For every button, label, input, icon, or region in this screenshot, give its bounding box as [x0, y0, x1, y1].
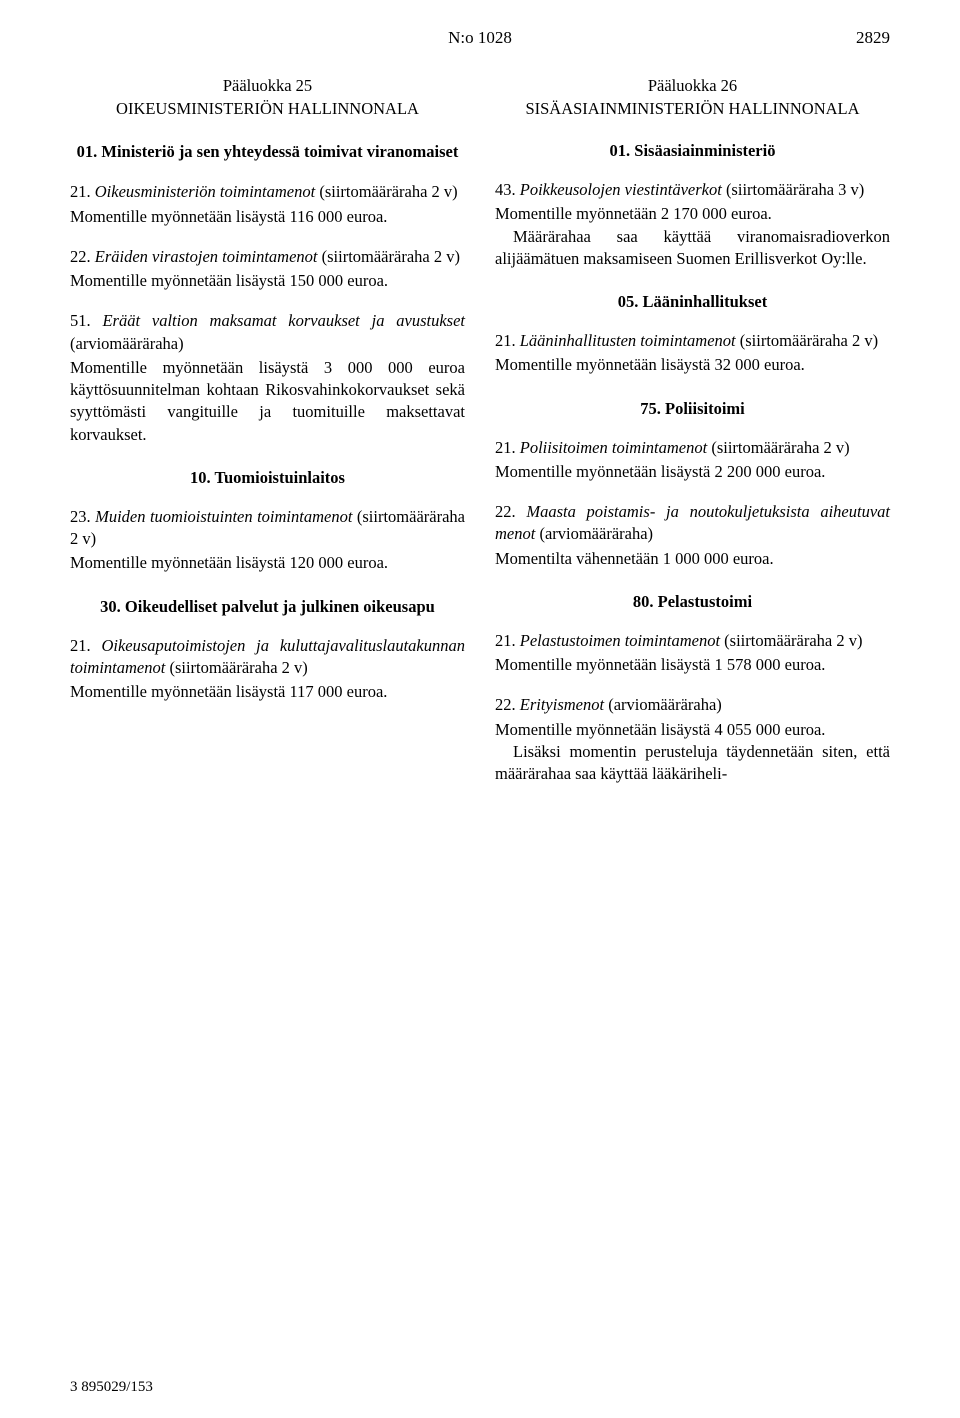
item-22-title: 22. Eräiden virastojen toimintamenot (si… — [70, 246, 465, 268]
item-51-title: 51. Eräät valtion maksamat korvaukset ja… — [70, 310, 465, 355]
item-21-title: 21. Oikeusministeriön toimintamenot (sii… — [70, 181, 465, 203]
chapter-heading-r05: 05. Lääninhallitukset — [495, 292, 890, 312]
chapter-heading-30: 30. Oikeudelliset palvelut ja julkinen o… — [70, 597, 465, 617]
item-r75-21-body: Momentille myönnetään lisäystä 2 200 000… — [495, 461, 890, 483]
item-r05-21-body: Momentille myönnetään lisäystä 32 000 eu… — [495, 354, 890, 376]
chapter-heading-r80: 80. Pelastustoimi — [495, 592, 890, 612]
footer-signature: 3 895029/153 — [70, 1379, 153, 1396]
item-r05-21-title: 21. Lääninhallitusten toimintamenot (sii… — [495, 330, 890, 352]
right-column: Pääluokka 26 SISÄASIAINMINISTERIÖN HALLI… — [495, 76, 890, 790]
main-class-number-left: Pääluokka 25 — [70, 76, 465, 96]
item-r80-22-title: 22. Erityismenot (arviomääräraha) — [495, 694, 890, 716]
item-r80-22-body1: Momentille myönnetään lisäystä 4 055 000… — [495, 719, 890, 741]
item-r75-22-title: 22. Maasta poistamis- ja noutokuljetuksi… — [495, 501, 890, 546]
item-10-23-body: Momentille myönnetään lisäystä 120 000 e… — [70, 552, 465, 574]
page-number: 2829 — [856, 28, 890, 48]
main-class-title-right: SISÄASIAINMINISTERIÖN HALLINNONALA — [495, 99, 890, 119]
item-r43-body1: Momentille myönnetään 2 170 000 euroa. — [495, 203, 890, 225]
item-r80-22-body2: Lisäksi momentin perusteluja täydennetää… — [495, 741, 890, 786]
item-r43-title: 43. Poikkeusolojen viestintäverkot (siir… — [495, 179, 890, 201]
item-30-21-title: 21. Oikeusaputoimistojen ja kuluttajaval… — [70, 635, 465, 680]
item-r43-body2: Määrärahaa saa käyttää viranomaisradiove… — [495, 226, 890, 271]
item-10-23-title: 23. Muiden tuomioistuinten toimintamenot… — [70, 506, 465, 551]
main-class-title-left: OIKEUSMINISTERIÖN HALLINNONALA — [70, 99, 465, 119]
item-21-body: Momentille myönnetään lisäystä 116 000 e… — [70, 206, 465, 228]
left-column: Pääluokka 25 OIKEUSMINISTERIÖN HALLINNON… — [70, 76, 465, 790]
item-30-21-body: Momentille myönnetään lisäystä 117 000 e… — [70, 681, 465, 703]
item-r80-21-title: 21. Pelastustoimen toimintamenot (siirto… — [495, 630, 890, 652]
item-r75-22-body: Momentilta vähennetään 1 000 000 euroa. — [495, 548, 890, 570]
item-r75-21-title: 21. Poliisitoimen toimintamenot (siirtom… — [495, 437, 890, 459]
item-51-body: Momentille myönnetään lisäystä 3 000 000… — [70, 357, 465, 446]
chapter-heading-01: 01. Ministeriö ja sen yhteydessä toimiva… — [70, 141, 465, 163]
item-22-body: Momentille myönnetään lisäystä 150 000 e… — [70, 270, 465, 292]
item-r80-21-body: Momentille myönnetään lisäystä 1 578 000… — [495, 654, 890, 676]
chapter-heading-10: 10. Tuomioistuinlaitos — [70, 468, 465, 488]
main-class-number-right: Pääluokka 26 — [495, 76, 890, 96]
chapter-heading-r75: 75. Poliisitoimi — [495, 399, 890, 419]
chapter-heading-r01: 01. Sisäasiainministeriö — [495, 141, 890, 161]
page-header: N:o 1028 2829 — [70, 28, 890, 48]
doc-number: N:o 1028 — [448, 28, 512, 48]
